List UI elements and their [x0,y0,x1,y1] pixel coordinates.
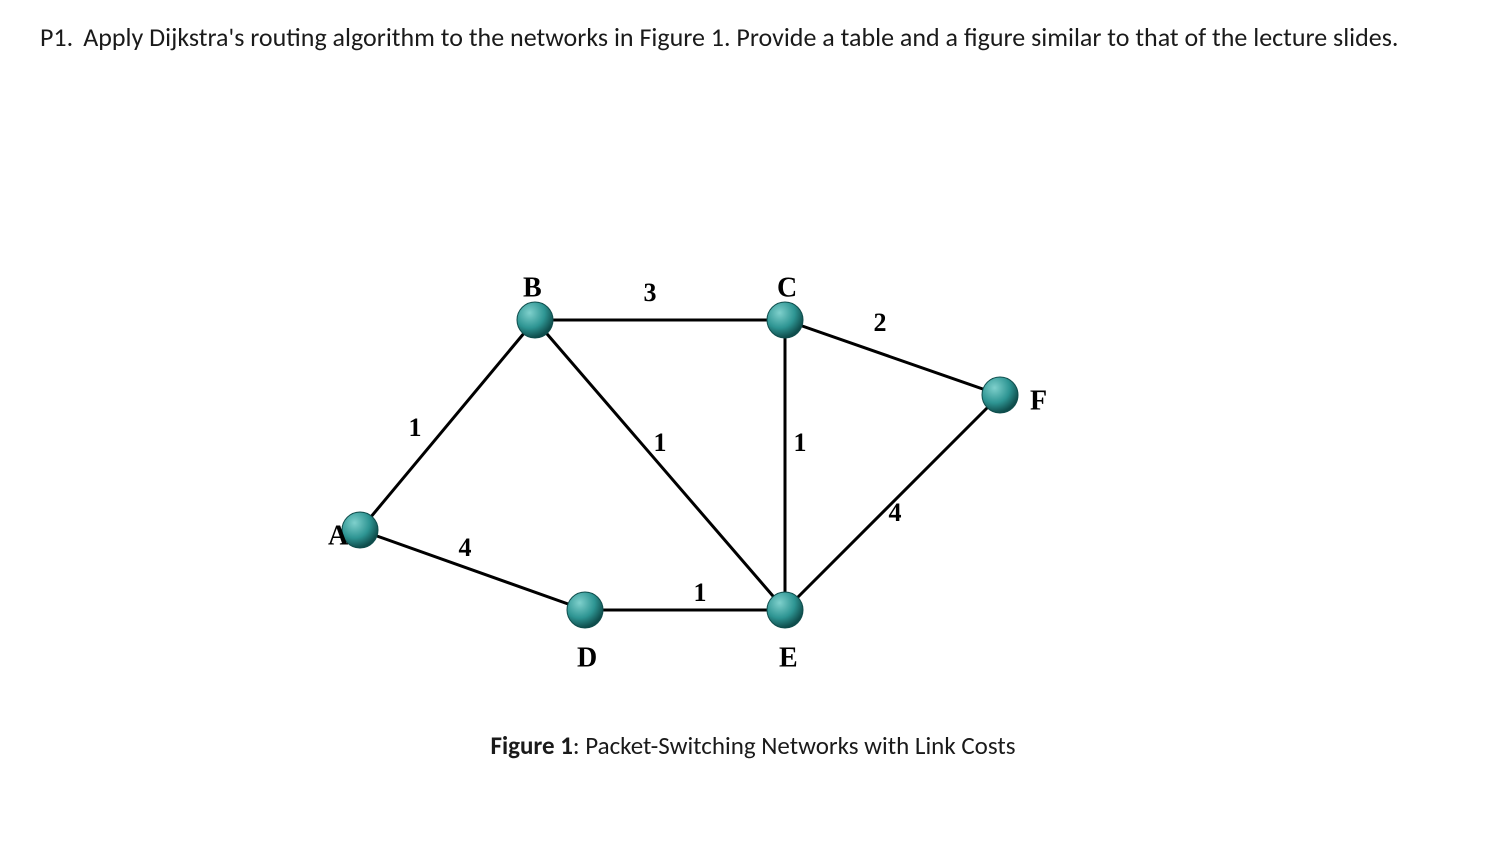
figure-caption-label: Figure 1 [491,730,573,761]
question-number: P1. [40,20,73,55]
edge-weight-B-C: 3 [644,278,657,307]
page-root: P1. Apply Dijkstra's routing algorithm t… [0,0,1506,846]
question-text: Apply Dijkstra's routing algorithm to th… [83,20,1466,55]
node-label-C: C [777,272,797,303]
node-E [767,592,803,628]
edge-weight-A-D: 4 [459,533,472,562]
node-label-A: A [328,520,349,551]
node-label-B: B [523,272,542,303]
edge-weight-E-F: 4 [889,498,902,527]
edge-weight-B-E: 1 [654,428,667,457]
node-D [567,592,603,628]
node-label-E: E [779,642,798,673]
edge-weight-C-E: 1 [794,428,807,457]
network-diagram: 1 4 3 1 1 2 1 4 A B C D E F [280,240,1080,680]
question-block: P1. Apply Dijkstra's routing algorithm t… [40,20,1466,55]
node-C [767,302,803,338]
node-B [517,302,553,338]
node-F [982,377,1018,413]
figure-caption: Figure 1: Packet-Switching Networks with… [0,730,1506,761]
edge-A-D [360,530,585,610]
edge-weight-A-B: 1 [409,413,422,442]
edge-A-B [360,320,535,530]
figure-caption-text: : Packet-Switching Networks with Link Co… [573,730,1016,761]
figure-container: 1 4 3 1 1 2 1 4 A B C D E F [280,240,1080,680]
edge-weight-D-E: 1 [694,578,707,607]
node-label-F: F [1030,385,1047,416]
node-label-D: D [577,642,597,673]
edge-weight-C-F: 2 [874,308,887,337]
edge-C-F [785,320,1000,395]
edge-B-E [535,320,785,610]
